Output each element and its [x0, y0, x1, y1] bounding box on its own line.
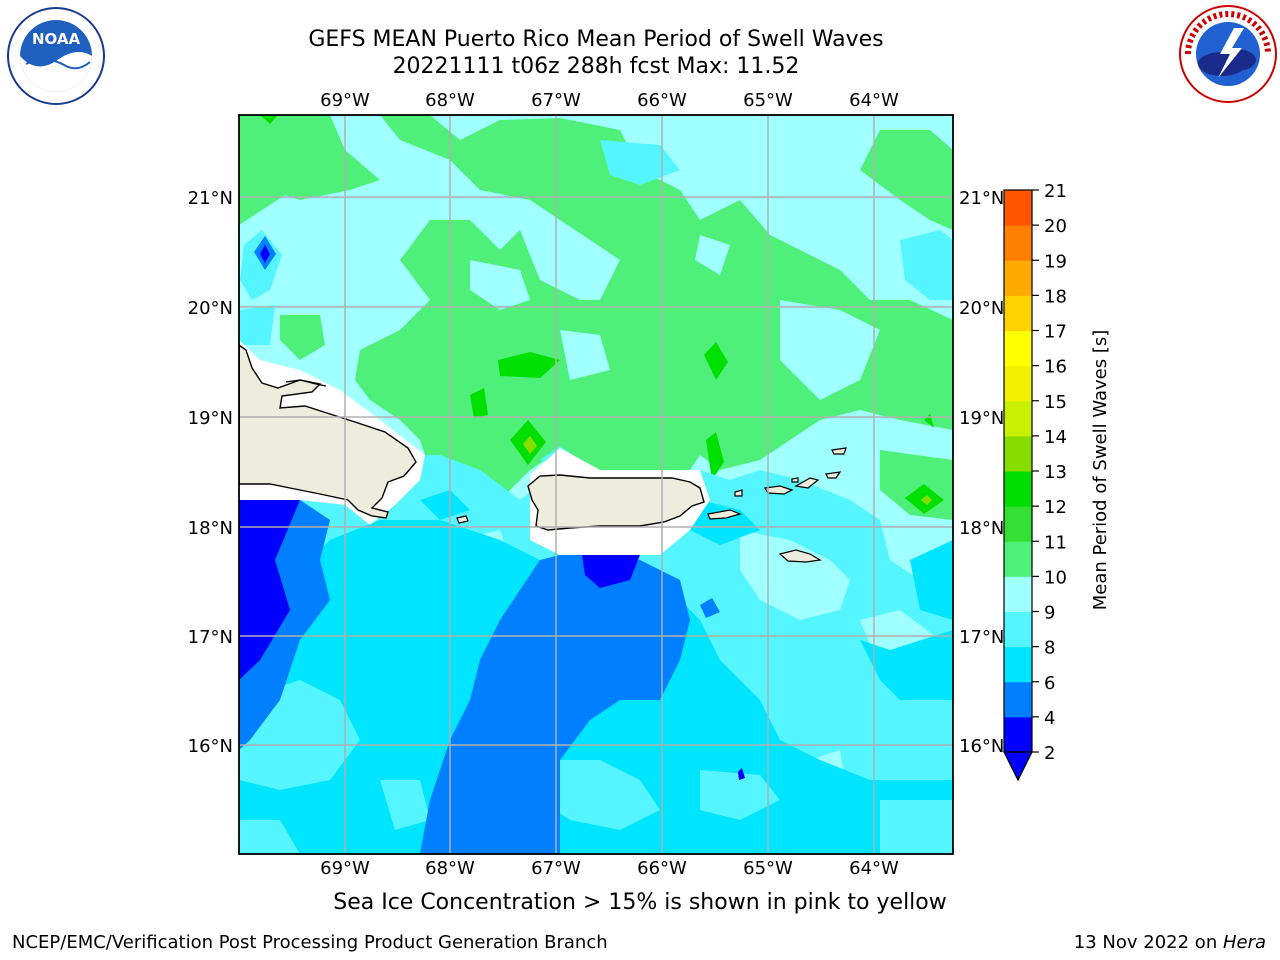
lat-label: 17°N — [188, 627, 233, 648]
lon-label: 67°W — [531, 858, 581, 879]
footer-credit: NCEP/EMC/Verification Post Processing Pr… — [12, 932, 608, 953]
lat-label: 19°N — [188, 408, 233, 429]
colorbar-segment — [1004, 506, 1032, 542]
colorbar-segment — [1004, 225, 1032, 261]
colorbar-tick-label: 11 — [1044, 532, 1067, 553]
lat-label: 19°N — [959, 408, 1004, 429]
colorbar-segment — [1004, 330, 1032, 367]
contour-field — [239, 115, 953, 854]
colorbar-tick-label: 9 — [1044, 603, 1055, 624]
lat-label: 21°N — [188, 188, 233, 209]
footer-date: 13 Nov 2022 on Hera — [1074, 932, 1266, 953]
lat-label: 21°N — [959, 188, 1004, 209]
colorbar-tick-label: 4 — [1044, 708, 1055, 729]
colorbar-tick-label: 18 — [1044, 286, 1067, 307]
colorbar-segment — [1004, 716, 1032, 753]
nws-logo-icon — [1179, 5, 1277, 103]
lon-label: 65°W — [743, 90, 793, 111]
lat-label: 20°N — [188, 298, 233, 319]
colorbar-segment — [1004, 541, 1032, 577]
lat-label: 20°N — [959, 298, 1004, 319]
lat-labels-right: 21°N 20°N 19°N 18°N 17°N 16°N — [959, 188, 1004, 757]
colorbar-segment — [1004, 471, 1032, 507]
colorbar-segment — [1004, 611, 1032, 648]
colorbar-segment — [1004, 576, 1032, 612]
chart-title: GEFS MEAN Puerto Rico Mean Period of Swe… — [308, 27, 884, 52]
colorbar-segment — [1004, 190, 1032, 226]
sea-ice-caption: Sea Ice Concentration > 15% is shown in … — [333, 890, 947, 915]
colorbar-segment — [1004, 260, 1032, 296]
colorbar-segment — [1004, 681, 1032, 718]
lon-label: 67°W — [531, 90, 581, 111]
colorbar-tick-label: 6 — [1044, 673, 1055, 694]
land-hispaniola — [239, 344, 417, 519]
nws-logo — [1178, 4, 1278, 108]
graticule — [239, 115, 953, 854]
lon-label: 64°W — [849, 858, 899, 879]
lon-label: 66°W — [637, 858, 687, 879]
colorbar-tick-label: 20 — [1044, 216, 1067, 237]
colorbar-tick-label: 8 — [1044, 638, 1055, 659]
lon-label: 69°W — [320, 90, 370, 111]
lon-label: 68°W — [425, 90, 475, 111]
lat-label: 16°N — [188, 736, 233, 757]
colorbar-segment — [1004, 365, 1032, 402]
colorbar-segment — [1004, 646, 1032, 683]
lon-labels-bottom: 69°W 68°W 67°W 66°W 65°W 64°W — [320, 858, 899, 879]
footer-host: Hera — [1222, 932, 1266, 953]
lon-label: 68°W — [425, 858, 475, 879]
lat-label: 18°N — [959, 518, 1004, 539]
lon-label: 69°W — [320, 858, 370, 879]
colorbar-segment — [1004, 295, 1032, 331]
footer-date-text: 13 Nov 2022 on — [1073, 932, 1223, 953]
lat-label: 17°N — [959, 627, 1004, 648]
colorbar: 21 20 19 18 17 16 15 14 13 12 11 10 9 8 6 4 2 — [1003, 181, 1067, 782]
contour-9-10 — [239, 115, 953, 520]
colorbar-tick-label: 13 — [1044, 462, 1067, 483]
colorbar-tick-label: 2 — [1044, 743, 1055, 764]
lon-label: 66°W — [637, 90, 687, 111]
colorbar-tick-label: 12 — [1044, 497, 1067, 518]
map-frame — [238, 114, 954, 855]
colorbar-label: Mean Period of Swell Waves [s] — [1090, 330, 1111, 611]
colorbar-tick-label: 17 — [1044, 322, 1067, 343]
lat-labels-left: 21°N 20°N 19°N 18°N 17°N 16°N — [188, 188, 233, 757]
chart-subtitle: 20221111 t06z 288h fcst Max: 11.52 — [392, 54, 800, 79]
svg-text:NOAA: NOAA — [32, 30, 81, 48]
noaa-logo-icon: NOAA — [7, 7, 105, 105]
colorbar-tick-label: 15 — [1044, 392, 1067, 413]
lat-label: 16°N — [959, 736, 1004, 757]
lat-label: 18°N — [188, 518, 233, 539]
small-islands — [456, 447, 847, 563]
colorbar-tick-label: 16 — [1044, 357, 1067, 378]
lon-label: 64°W — [849, 90, 899, 111]
colorbar-extend-triangle — [1003, 751, 1033, 782]
lon-label: 65°W — [743, 858, 793, 879]
noaa-logo: NOAA — [6, 6, 106, 110]
contour-2-4 — [239, 500, 720, 854]
colorbar-segment — [1004, 400, 1032, 437]
colorbar-segment — [1004, 435, 1032, 472]
colorbar-tick-label: 14 — [1044, 427, 1067, 448]
colorbar-tick-label: 10 — [1044, 567, 1067, 588]
lon-labels-top: 69°W 68°W 67°W 66°W 65°W 64°W — [320, 90, 899, 111]
colorbar-tick-label: 21 — [1044, 181, 1067, 202]
colorbar-tick-label: 19 — [1044, 251, 1067, 272]
